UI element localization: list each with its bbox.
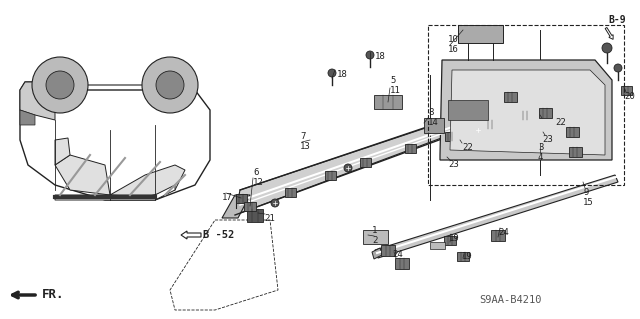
Circle shape xyxy=(474,126,482,134)
Text: 24: 24 xyxy=(498,228,509,237)
Bar xyxy=(444,235,456,244)
Text: 9: 9 xyxy=(583,188,588,197)
Bar xyxy=(491,229,505,241)
Circle shape xyxy=(142,57,198,113)
Bar xyxy=(247,209,263,221)
Bar xyxy=(458,25,503,43)
Bar xyxy=(520,110,531,120)
Polygon shape xyxy=(20,82,210,200)
FancyArrow shape xyxy=(181,231,201,239)
Text: 16: 16 xyxy=(448,45,459,54)
Polygon shape xyxy=(55,185,175,200)
Text: 20: 20 xyxy=(624,92,635,101)
Text: 4: 4 xyxy=(538,153,543,162)
Circle shape xyxy=(46,71,74,99)
Bar xyxy=(428,25,624,185)
Polygon shape xyxy=(440,60,612,160)
FancyArrow shape xyxy=(605,27,613,39)
Bar xyxy=(244,202,256,211)
Text: 11: 11 xyxy=(390,86,401,95)
Text: 19: 19 xyxy=(449,234,460,243)
Polygon shape xyxy=(235,78,575,215)
Bar xyxy=(457,251,469,261)
Bar xyxy=(621,85,632,94)
Bar xyxy=(504,92,516,102)
Circle shape xyxy=(344,164,352,172)
Text: 22: 22 xyxy=(555,118,566,127)
Text: 10: 10 xyxy=(448,35,459,44)
Circle shape xyxy=(328,69,336,77)
Text: 23: 23 xyxy=(542,135,553,144)
Bar xyxy=(568,147,582,157)
Text: 5: 5 xyxy=(390,76,396,85)
Text: 7: 7 xyxy=(300,132,305,141)
Bar xyxy=(363,230,388,244)
Text: 1: 1 xyxy=(372,226,378,235)
Bar xyxy=(424,118,444,133)
Text: 15: 15 xyxy=(583,198,594,207)
Text: 22: 22 xyxy=(462,143,473,152)
Text: 12: 12 xyxy=(253,178,264,187)
Bar xyxy=(566,127,579,137)
Polygon shape xyxy=(20,82,55,120)
Text: 13: 13 xyxy=(300,142,311,151)
Text: 19: 19 xyxy=(462,252,473,261)
Polygon shape xyxy=(450,70,605,155)
Bar xyxy=(374,95,402,109)
Bar xyxy=(445,131,456,140)
Text: 2: 2 xyxy=(372,236,378,245)
Text: 18: 18 xyxy=(375,52,386,61)
Bar xyxy=(360,158,371,167)
Bar xyxy=(404,144,415,152)
Circle shape xyxy=(32,57,88,113)
Circle shape xyxy=(366,51,374,59)
Bar xyxy=(236,194,246,203)
Text: 14: 14 xyxy=(428,118,439,127)
Text: 21: 21 xyxy=(264,214,275,223)
Bar xyxy=(381,244,395,256)
Text: FR.: FR. xyxy=(42,288,65,301)
Circle shape xyxy=(602,43,612,53)
Bar xyxy=(448,100,488,120)
Text: 6: 6 xyxy=(253,168,259,177)
Polygon shape xyxy=(375,175,618,258)
Polygon shape xyxy=(20,110,35,125)
Bar xyxy=(285,188,296,197)
Text: 18: 18 xyxy=(337,70,348,79)
Bar xyxy=(395,257,409,269)
Text: S9AA-B4210: S9AA-B4210 xyxy=(479,295,541,305)
Circle shape xyxy=(614,64,622,72)
Text: 8: 8 xyxy=(428,108,433,117)
Circle shape xyxy=(271,199,279,207)
Text: B-9: B-9 xyxy=(608,15,626,25)
Polygon shape xyxy=(55,155,110,195)
Circle shape xyxy=(156,71,184,99)
Text: 24: 24 xyxy=(392,250,403,259)
Text: 3: 3 xyxy=(538,143,543,152)
Text: 17: 17 xyxy=(222,193,233,202)
Polygon shape xyxy=(110,165,185,197)
Polygon shape xyxy=(372,248,382,259)
Bar xyxy=(324,170,335,180)
Bar xyxy=(484,120,495,129)
Polygon shape xyxy=(222,195,250,218)
Bar xyxy=(430,242,445,249)
Polygon shape xyxy=(55,138,70,165)
Text: 23: 23 xyxy=(448,160,459,169)
Bar xyxy=(538,108,552,118)
Text: B -52: B -52 xyxy=(203,230,234,240)
